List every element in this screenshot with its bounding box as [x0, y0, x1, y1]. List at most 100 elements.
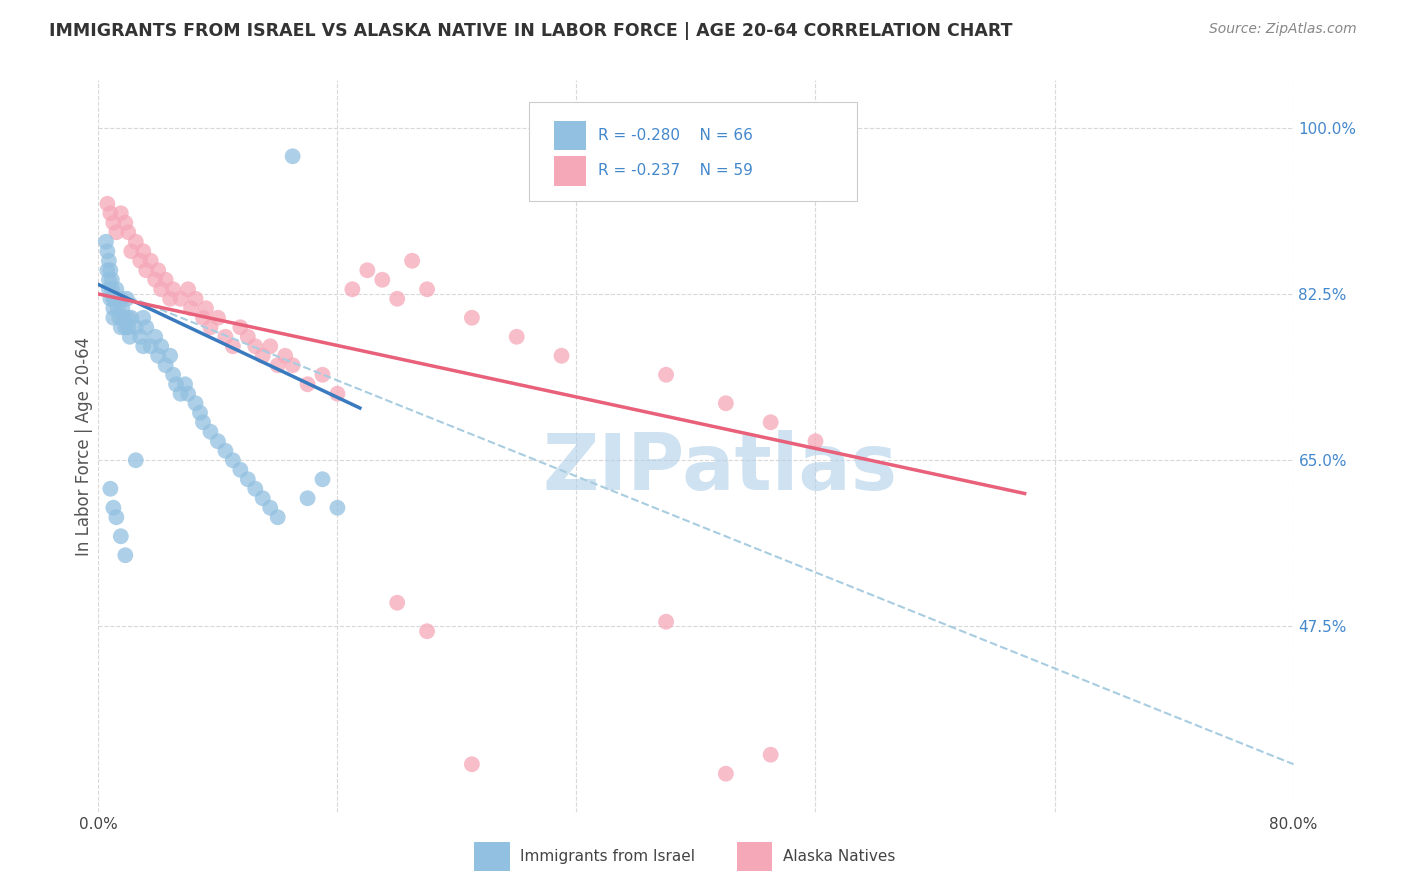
Point [245, 339, 267, 353]
Point [550, 349, 572, 363]
Point [371, 273, 394, 287]
Point [139, 339, 162, 353]
Point [804, 434, 827, 449]
Point [98, 482, 122, 496]
Point [114, 216, 136, 230]
Point [125, 235, 148, 249]
Text: Alaska Natives: Alaska Natives [783, 849, 896, 863]
Point [155, 273, 177, 287]
Point [98, 206, 122, 220]
Point [111, 301, 134, 316]
Point [274, 349, 297, 363]
Point [385, 596, 409, 610]
Point [311, 472, 333, 486]
Point [177, 282, 200, 296]
Point [96, 244, 118, 259]
Point [297, 491, 319, 506]
Text: Immigrants from Israel: Immigrants from Israel [520, 849, 696, 863]
Point [245, 482, 267, 496]
Point [114, 320, 136, 334]
Point [267, 358, 290, 372]
Point [129, 330, 152, 344]
Point [97, 253, 120, 268]
Point [110, 292, 132, 306]
Point [184, 292, 207, 306]
Point [120, 310, 142, 325]
Point [195, 301, 218, 316]
Point [184, 396, 207, 410]
Point [101, 273, 124, 287]
Point [191, 310, 214, 325]
Point [188, 406, 211, 420]
Point [139, 253, 162, 268]
Point [148, 263, 170, 277]
Point [108, 310, 131, 325]
Point [98, 263, 122, 277]
Point [105, 510, 128, 524]
Point [200, 320, 222, 334]
Point [259, 500, 281, 515]
Point [236, 330, 259, 344]
Point [112, 310, 135, 325]
Point [252, 349, 274, 363]
FancyBboxPatch shape [554, 121, 586, 151]
Point [155, 358, 177, 372]
Point [135, 320, 157, 334]
Point [252, 491, 274, 506]
Point [416, 282, 439, 296]
Point [297, 377, 319, 392]
Point [132, 310, 155, 325]
Point [125, 453, 148, 467]
Text: ZIPatlas: ZIPatlas [543, 430, 897, 506]
Point [101, 282, 124, 296]
Point [759, 415, 782, 429]
Point [104, 292, 127, 306]
Point [159, 349, 181, 363]
Point [326, 386, 349, 401]
Point [114, 548, 136, 562]
Point [342, 282, 364, 296]
Point [191, 415, 214, 429]
Point [103, 292, 125, 306]
Text: Source: ZipAtlas.com: Source: ZipAtlas.com [1209, 22, 1357, 37]
Point [169, 292, 191, 306]
Point [162, 282, 184, 296]
Point [229, 463, 252, 477]
Point [132, 244, 155, 259]
Point [222, 339, 245, 353]
Point [97, 282, 120, 296]
Point [174, 377, 197, 392]
Point [281, 149, 304, 163]
Point [207, 434, 229, 449]
Point [96, 196, 118, 211]
Point [135, 263, 157, 277]
FancyBboxPatch shape [554, 156, 586, 186]
Point [222, 453, 245, 467]
Point [326, 500, 349, 515]
Point [236, 472, 259, 486]
Point [214, 330, 236, 344]
Point [150, 339, 173, 353]
FancyBboxPatch shape [474, 842, 509, 871]
Point [129, 253, 152, 268]
Point [110, 320, 132, 334]
Point [148, 349, 170, 363]
Point [506, 330, 529, 344]
Text: R = -0.237    N = 59: R = -0.237 N = 59 [598, 163, 752, 178]
Point [267, 510, 290, 524]
Point [159, 292, 181, 306]
Point [162, 368, 184, 382]
Point [143, 330, 166, 344]
Point [115, 292, 138, 306]
Point [105, 282, 128, 296]
Point [177, 386, 200, 401]
Point [98, 292, 122, 306]
Point [103, 500, 125, 515]
Point [110, 206, 132, 220]
Point [96, 263, 118, 277]
Point [714, 766, 737, 780]
Point [117, 320, 139, 334]
Point [125, 320, 148, 334]
Text: R = -0.280    N = 66: R = -0.280 N = 66 [598, 128, 752, 144]
Point [165, 377, 187, 392]
